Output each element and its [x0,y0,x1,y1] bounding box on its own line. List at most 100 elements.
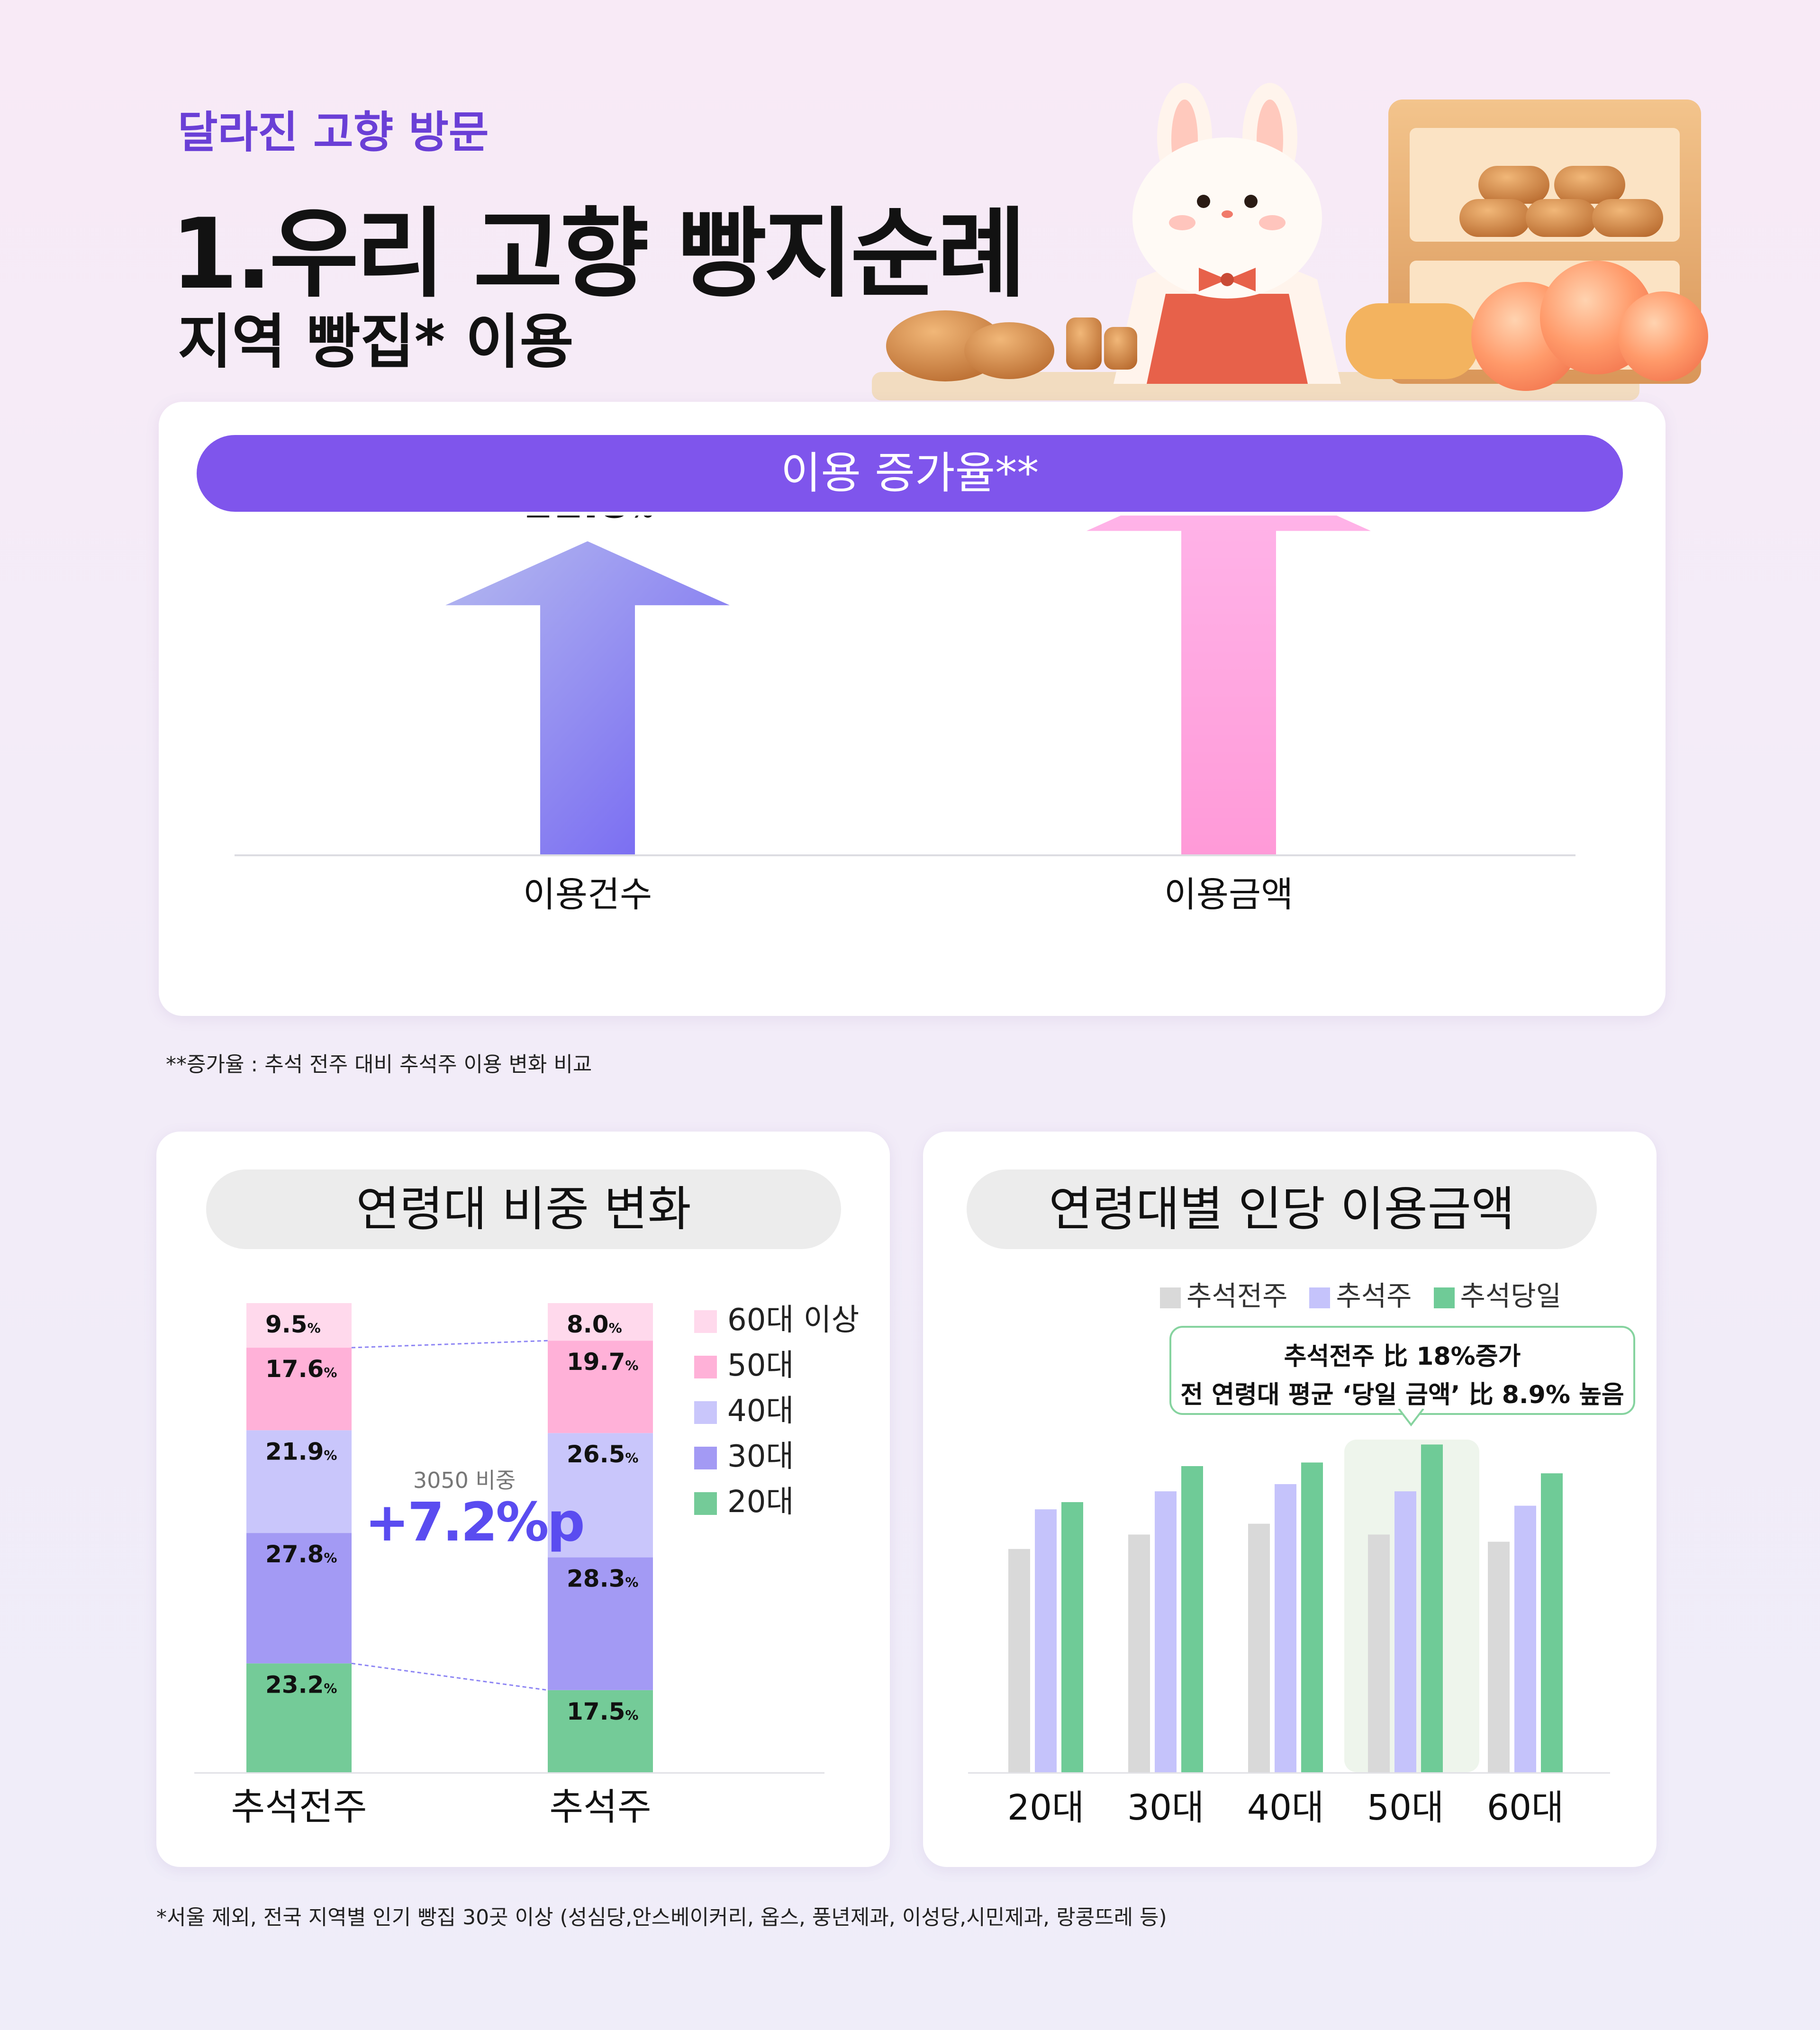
bar-추석주-60대 [1514,1505,1536,1772]
page-subtitle: 지역 빵집* 이용 [178,308,574,376]
group-category-label: 30대 [1127,1787,1204,1828]
increase-rate-chart: 11.8%이용건수14.6%이용금액 [235,516,1576,915]
group-category-label: 20대 [1007,1787,1084,1828]
per-capita-title: 연령대별 인당 이용금액 [967,1169,1597,1249]
group-category-label: 50대 [1367,1787,1444,1828]
legend-item: 50대 [694,1343,859,1388]
bar-추석당일-30대 [1181,1466,1203,1772]
connector-line-upper [351,1340,548,1349]
stack-value-unit: % [324,1447,337,1463]
group-legend-label: 추석당일 [1460,1280,1561,1312]
page-title: 1.우리 고향 빵지순례 [171,198,1026,311]
arrow-value-label-1: 11.8% [522,516,653,528]
age-share-chart: 23.2%27.8%21.9%17.6%9.5%추석전주17.5%28.3%26… [194,1303,824,1829]
annotation-value: +7.2%p [365,1492,585,1553]
legend-swatch [694,1447,717,1470]
stack-value-unit: % [625,1450,638,1466]
arrow-category-label-1: 이용건수 [523,874,652,915]
stack-baseline [194,1772,824,1774]
per-capita-legend: 추석전주 추석주 추석당일 [1160,1274,1583,1314]
stack-value-label: 17.6% [265,1355,337,1383]
arrow-category-label-2: 이용금액 [1164,874,1293,915]
stack-segment-50대 [548,1341,653,1433]
bar-추석당일-60대 [1541,1473,1563,1772]
group-legend-swatch [1309,1287,1331,1308]
stack-value-unit: % [625,1575,638,1590]
legend-item: 30대 [694,1434,859,1479]
baseline-axis [235,854,1576,856]
legend-item: 40대 [694,1388,859,1434]
bunny-baker-illustration [872,83,1708,400]
bar-추석당일-50대 [1421,1444,1443,1772]
legend-swatch [694,1492,717,1515]
arrow-bar-1 [445,541,730,854]
legend-swatch [694,1356,717,1379]
arrow-unit-1: % [629,516,653,523]
stack-value-unit: % [324,1550,337,1566]
group-legend-item: 추석주 [1309,1280,1412,1312]
stack-segment-30대 [548,1557,653,1690]
stack-value-unit: % [625,1707,638,1723]
stack-segment-60대 이상 [548,1303,653,1341]
bar-추석주-40대 [1275,1484,1296,1772]
stack-segment-50대 [246,1348,352,1431]
stack-segment-30대 [246,1533,352,1664]
bar-추석주-50대 [1394,1491,1416,1772]
legend-label: 60대 이상 [727,1303,860,1338]
callout-line1: 추석전주 比 18%증가 [1284,1342,1521,1371]
legend-label: 20대 [727,1485,794,1520]
bakery-note: *서울 제외, 전국 지역별 인기 빵집 30곳 이상 (성심당,안스베이커리,… [156,1905,1167,1930]
increase-rate-note: **증가율 : 추석 전주 대비 추석주 이용 변화 비교 [166,1052,592,1077]
legend-swatch [694,1401,717,1424]
group-legend-swatch [1433,1287,1455,1308]
bar-추석전주-60대 [1488,1541,1510,1772]
increase-rate-card: 이용 증가율** 11.8%이용건수14.6%이용금액 [159,402,1666,1016]
group-legend-label: 추석주 [1336,1280,1412,1312]
stack-value-unit: % [324,1680,337,1696]
stack-segment-40대 [548,1433,653,1558]
per-capita-chart: 20대 30대 40대 50대 60대 [968,1440,1610,1828]
group-legend-item: 추석전주 [1160,1280,1287,1312]
bar-추석주-20대 [1035,1509,1057,1772]
age-legend: 60대 이상 50대 40대 30대 20대 [694,1297,859,1525]
group-category-label: 40대 [1247,1787,1324,1828]
bar-추석전주-50대 [1368,1534,1390,1772]
stack-value-unit: % [609,1320,622,1336]
per-capita-card: 연령대별 인당 이용금액 추석전주 추석주 추석당일 추석전주 比 18%증가 전 … [923,1132,1657,1867]
group-legend-label: 추석전주 [1186,1280,1288,1312]
group-baseline [968,1772,1610,1774]
eyebrow: 달라진 고향 방문 [178,107,489,158]
stack-segment-20대 [548,1690,653,1772]
stack-category-label: 추석주 [549,1786,651,1829]
stack-value-label: 9.5% [265,1311,321,1338]
bar-추석전주-40대 [1248,1523,1270,1772]
stack-value-unit: % [324,1365,337,1380]
stack-value-unit: % [625,1358,638,1373]
bar-추석당일-20대 [1061,1502,1083,1772]
legend-swatch [694,1310,717,1333]
stack-segment-40대 [246,1430,352,1533]
group-legend-swatch [1160,1287,1181,1308]
stack-segment-60대 이상 [246,1303,352,1348]
legend-item: 20대 [694,1479,859,1525]
legend-label: 30대 [727,1439,794,1474]
arrow-bar-2 [1087,516,1371,854]
group-legend-item: 추석당일 [1433,1280,1561,1312]
connector-line-lower [351,1662,548,1691]
bar-추석전주-30대 [1128,1534,1150,1772]
legend-label: 40대 [727,1394,794,1429]
legend-label: 50대 [727,1348,794,1383]
stack-category-label: 추석전주 [231,1786,367,1829]
group-category-label: 60대 [1487,1787,1564,1828]
bar-추석당일-40대 [1301,1462,1323,1772]
callout-line2: 전 연령대 평균 ‘당일 금액’ 比 8.9% 높음 [1180,1381,1624,1409]
age-share-title: 연령대 비중 변화 [206,1169,841,1249]
annotation-label: 3050 비중 [413,1468,516,1493]
increase-rate-title: 이용 증가율** [197,435,1623,512]
bar-추석전주-20대 [1008,1549,1030,1772]
callout-pointer [1398,1409,1424,1427]
age-share-card: 연령대 비중 변화 23.2% 27.8% 21.9% 17.6% 9.5% 추석전주 17… [156,1132,890,1867]
stack-segment-20대 [246,1663,352,1772]
legend-item: 60대 이상 [694,1297,859,1343]
stack-value-unit: % [308,1320,321,1336]
